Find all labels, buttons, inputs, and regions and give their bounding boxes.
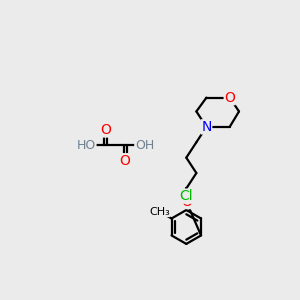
Text: O: O: [224, 91, 235, 105]
Text: O: O: [120, 154, 130, 168]
Text: Cl: Cl: [179, 189, 193, 203]
Text: O: O: [181, 195, 192, 208]
Text: CH₃: CH₃: [149, 207, 170, 217]
Text: O: O: [100, 123, 111, 137]
Text: OH: OH: [135, 139, 154, 152]
Text: N: N: [201, 120, 212, 134]
Text: HO: HO: [77, 139, 96, 152]
